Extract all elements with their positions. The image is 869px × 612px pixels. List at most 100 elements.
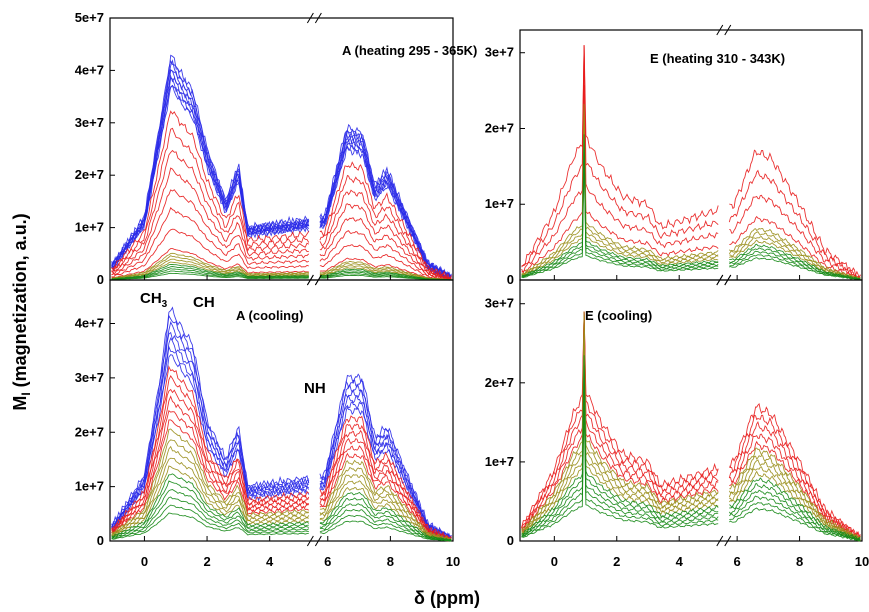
series-line [521,111,719,275]
x-tick-label: 6 [324,554,331,569]
panel-title: A (cooling) [236,308,303,323]
series-line [111,419,310,533]
series-line [319,415,452,542]
series-line [111,167,309,273]
series-line [111,54,310,268]
series-line [728,231,861,281]
y-tick-label: 1e+7 [75,479,104,494]
series-line [111,374,309,530]
series-line [111,428,309,533]
series-line [319,217,452,281]
series-line [521,385,719,537]
series-line [111,337,310,527]
series-line [728,421,861,540]
series-line [319,459,452,542]
series-line [521,325,719,532]
series-line [521,45,719,275]
series-line [729,477,861,541]
series-line [521,311,719,529]
axis-break-mark [724,274,732,286]
panel-title: E (cooling) [585,308,652,323]
series-line [729,254,861,281]
series-line [729,447,861,542]
series-line [319,497,452,542]
series-line [319,423,452,542]
y-tick-label: 0 [507,533,514,548]
y-tick-label: 4e+7 [75,62,104,77]
series-line [521,140,719,278]
y-tick-label: 3e+7 [75,115,104,130]
series-line [111,248,309,279]
series-line [111,258,309,280]
series-line [111,59,310,266]
y-tick-label: 2e+7 [485,120,514,135]
y-tick-label: 0 [97,533,104,548]
series-line [729,483,861,542]
y-tick-label: 0 [507,272,514,287]
series-line [521,134,719,276]
series-line [319,189,452,281]
series-line [521,151,719,279]
series-line [111,504,309,540]
series-line [729,250,861,281]
series-line [521,355,719,537]
series-line [319,503,452,541]
series-line [729,149,861,279]
series-line [521,103,719,276]
series-line [521,311,719,531]
x-tick-label: 4 [676,554,684,569]
series-line [319,491,452,542]
series-line [728,459,861,542]
x-tick-label: 8 [387,554,394,569]
x-tick-label: 2 [613,554,620,569]
series-line [521,127,719,276]
y-tick-label: 3e+7 [485,45,514,60]
series-line [521,365,719,535]
series-line [111,512,309,540]
y-axis-label: MI (magnetization, a.u.) [10,213,33,410]
series-line [728,455,861,541]
x-tick-label: 0 [551,554,558,569]
axis-break-mark [306,12,314,24]
axis-break-mark [716,535,724,547]
y-tick-label: 3e+7 [75,370,104,385]
y-tick-label: 1e+7 [485,196,514,211]
plot-frame [519,279,863,542]
series-line [521,45,719,268]
panel-title: E (heating 310 - 343K) [650,51,785,66]
y-tick-label: 4e+7 [75,316,104,331]
series-line [319,514,452,542]
series-line [319,244,452,281]
series-line [521,45,719,267]
series-line [111,127,310,269]
panel-E-heating: 0 1e+7 2e+7 3e+7 E (heating 310 - 343K) [485,24,863,287]
series-line [521,395,719,538]
series-line [111,189,310,276]
plot-frame [109,279,454,542]
series-line [728,227,861,280]
series-line [729,247,861,281]
panel-title: A (heating 295 - 365K) [342,43,477,58]
series-line [521,375,719,538]
series-line [111,110,310,271]
series-line [111,465,309,537]
series-line [521,345,719,534]
series-line [111,306,310,526]
series-line [111,228,309,278]
series-line [111,496,310,539]
series-line [111,69,310,269]
plot-frame [519,29,863,281]
series-line [319,161,452,280]
x-tick-label: 6 [734,554,741,569]
series-line [111,321,309,529]
series-line [111,388,310,533]
axis-break-mark [306,535,314,547]
x-tick-label: 4 [266,554,274,569]
series-line [521,146,719,278]
y-tick-label: 2e+7 [75,167,104,182]
axis-break-mark [716,274,724,286]
series-line [728,169,861,279]
series-line [111,439,309,537]
series-line [111,149,310,275]
